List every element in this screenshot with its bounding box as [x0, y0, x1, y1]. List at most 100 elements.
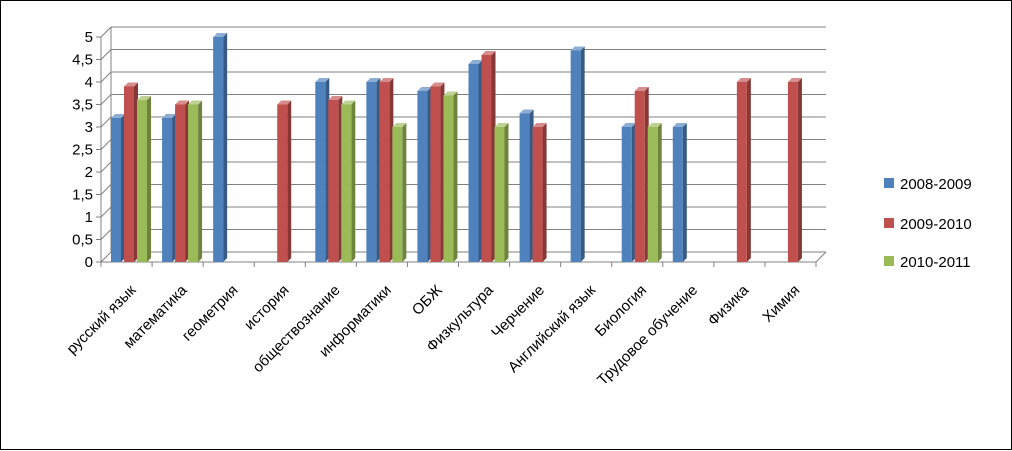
- bar-side: [504, 123, 509, 262]
- bar: [111, 114, 125, 262]
- bar-front: [494, 127, 505, 262]
- bar-front: [532, 127, 543, 262]
- bar-top: [468, 60, 483, 64]
- bar-top: [124, 82, 138, 87]
- grid-diagonal: [100, 206, 112, 218]
- bar-side: [351, 100, 356, 262]
- bar-front: [366, 82, 377, 262]
- bar: [162, 114, 177, 262]
- bar: [736, 78, 751, 262]
- bar-top: [175, 100, 190, 105]
- bar-top: [570, 46, 585, 51]
- grid-diagonal: [100, 116, 112, 128]
- bar: [277, 100, 292, 262]
- floor-edge: [815, 251, 827, 263]
- bar-front: [430, 86, 441, 262]
- bar-side: [223, 33, 228, 262]
- bar: [341, 100, 356, 262]
- y-tick-label: 1: [85, 209, 93, 226]
- legend-swatch: [884, 178, 894, 188]
- x-tick-label: Английский язык: [505, 282, 600, 377]
- y-tick-label: 2,5: [72, 142, 93, 159]
- bar-top: [736, 78, 751, 82]
- bar-front: [213, 37, 224, 262]
- bar-front: [137, 100, 147, 262]
- bar-top: [188, 100, 203, 105]
- bar-front: [519, 113, 530, 262]
- bar: [379, 78, 394, 262]
- bar-front: [570, 50, 581, 262]
- bar-top: [621, 123, 636, 127]
- x-tick-label: Трудовое обучение: [594, 282, 701, 389]
- bar-side: [147, 96, 151, 262]
- bar: [175, 100, 190, 262]
- bar-side: [682, 123, 687, 262]
- bar-front: [736, 82, 747, 262]
- bar: [494, 123, 509, 262]
- bar-front: [634, 91, 645, 262]
- grid-diagonal: [100, 26, 112, 38]
- bar-front: [443, 95, 454, 262]
- bar: [328, 96, 343, 262]
- bar: [443, 91, 458, 262]
- bar-front: [468, 64, 479, 262]
- bar: [672, 123, 687, 262]
- y-tick-label: 4,5: [72, 52, 93, 69]
- bar: [634, 87, 649, 262]
- bar-top: [111, 114, 125, 118]
- y-tick-label: 3: [85, 119, 93, 136]
- bar-top: [277, 100, 292, 105]
- bar: [315, 78, 330, 262]
- x-tick-label: история: [241, 282, 292, 333]
- bar-front: [672, 127, 683, 262]
- bar: [621, 123, 636, 262]
- grid-diagonal: [100, 71, 112, 83]
- bar-top: [162, 114, 177, 118]
- bar: [124, 82, 138, 262]
- y-tick-label: 1,5: [72, 187, 93, 204]
- legend-swatch: [884, 218, 894, 228]
- bar-top: [634, 87, 649, 91]
- bar-front: [392, 127, 403, 262]
- bar: [647, 123, 662, 262]
- bar-front: [175, 104, 186, 262]
- bar-front: [379, 82, 390, 262]
- grid-diagonal: [100, 251, 112, 263]
- legend-label: 2009-2010: [900, 216, 972, 233]
- y-tick-label: 5: [85, 29, 93, 46]
- bar-front: [647, 127, 658, 262]
- bar-front: [621, 127, 632, 262]
- bar: [532, 123, 547, 262]
- bar-front: [787, 82, 798, 262]
- grid-diagonal: [100, 184, 112, 195]
- bar: [137, 96, 151, 262]
- bar-top: [213, 33, 228, 37]
- bar-front: [328, 100, 339, 262]
- x-tick-label: Физика: [705, 281, 753, 329]
- bar-front: [315, 82, 326, 262]
- bar: [787, 78, 802, 262]
- bar-side: [542, 123, 547, 262]
- bar-front: [417, 91, 428, 262]
- bar: [468, 60, 483, 262]
- x-tick-label: Химия: [759, 282, 803, 326]
- bar: [430, 82, 445, 262]
- bar-top: [430, 82, 445, 87]
- grid-diagonal: [100, 161, 112, 173]
- y-tick-label: 0: [85, 254, 93, 271]
- x-tick-label: геометрия: [179, 282, 242, 345]
- bar-top: [532, 123, 547, 127]
- legend-label: 2008-2009: [900, 176, 972, 193]
- grid-diagonal: [100, 49, 112, 60]
- bar-front: [188, 104, 199, 262]
- bar-side: [580, 46, 585, 262]
- grid-diagonal: [100, 94, 112, 105]
- bar-side: [287, 100, 292, 262]
- bar-top: [341, 100, 356, 105]
- legend-label: 2010-2011: [900, 254, 971, 271]
- y-tick-label: 0,5: [72, 232, 93, 249]
- bar-front: [277, 104, 288, 262]
- bar-top: [519, 109, 534, 114]
- bar: [570, 46, 585, 262]
- bar-top: [672, 123, 687, 127]
